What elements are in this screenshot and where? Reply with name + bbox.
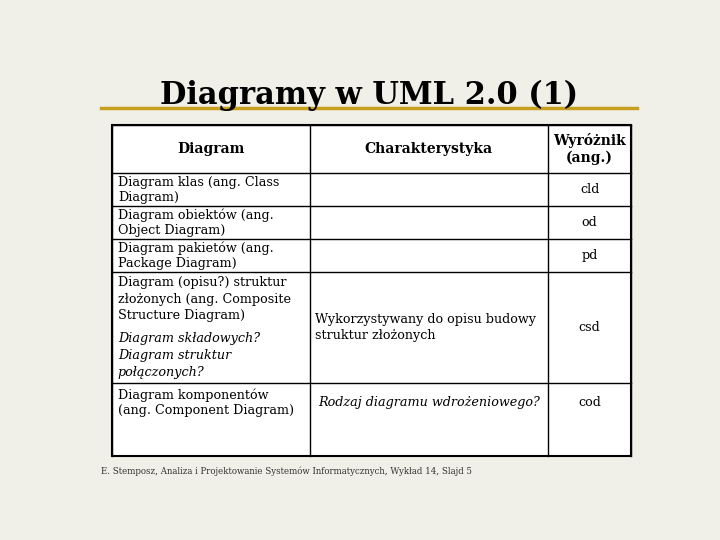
Text: Diagram struktur
połączonych?: Diagram struktur połączonych? [118, 349, 231, 379]
Text: Wykorzystywany do opisu budowy
struktur złożonych: Wykorzystywany do opisu budowy struktur … [315, 313, 536, 342]
Text: pd: pd [582, 249, 598, 262]
Text: Diagram komponentów
(ang. Component Diagram): Diagram komponentów (ang. Component Diag… [118, 388, 294, 417]
Text: Diagram pakietów (ang.
Package Diagram): Diagram pakietów (ang. Package Diagram) [118, 241, 274, 270]
Text: Wyróżnik
(ang.): Wyróżnik (ang.) [554, 133, 626, 165]
Text: od: od [582, 216, 598, 229]
Text: cld: cld [580, 183, 600, 196]
Text: E. Stemposz, Analiza i Projektowanie Systemów Informatycznych, Wykład 14, Slajd : E. Stemposz, Analiza i Projektowanie Sys… [101, 466, 472, 476]
Text: Diagramy w UML 2.0 (1): Diagramy w UML 2.0 (1) [160, 79, 578, 111]
Text: cod: cod [578, 396, 601, 409]
Text: Rodzaj diagramu wdrożeniowego?: Rodzaj diagramu wdrożeniowego? [318, 396, 540, 409]
Text: Diagram składowych?: Diagram składowych? [118, 332, 260, 345]
Text: Charakterystyka: Charakterystyka [365, 142, 493, 156]
Text: Diagram: Diagram [177, 142, 245, 156]
Text: csd: csd [579, 321, 600, 334]
Text: Diagram klas (ang. Class
Diagram): Diagram klas (ang. Class Diagram) [118, 176, 279, 204]
Text: Diagram (opisu?) struktur
złożonych (ang. Composite
Structure Diagram): Diagram (opisu?) struktur złożonych (ang… [118, 276, 291, 322]
Text: Diagram obiektów (ang.
Object Diagram): Diagram obiektów (ang. Object Diagram) [118, 208, 274, 237]
Bar [112, 125, 631, 456]
